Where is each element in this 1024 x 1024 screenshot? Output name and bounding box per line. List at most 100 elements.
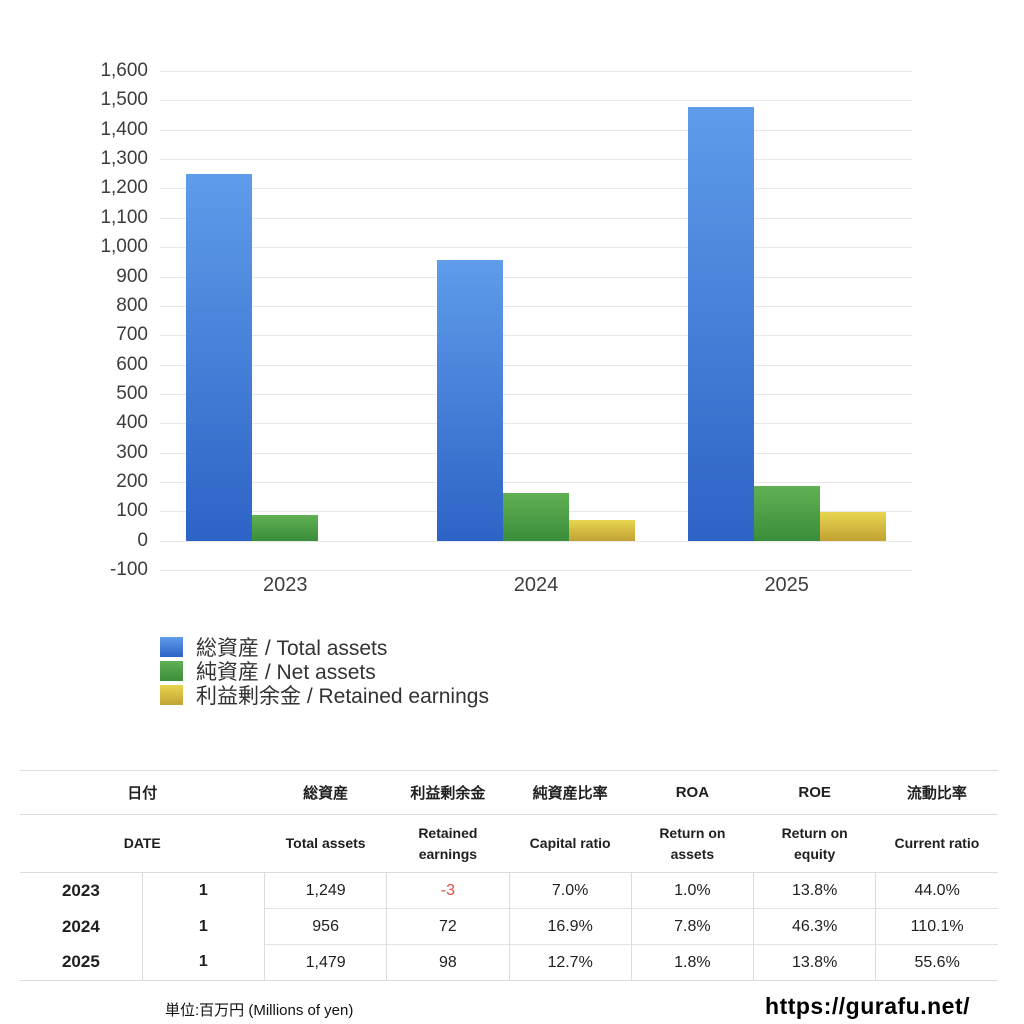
col-header-retained-earnings-ja: 利益剰余金 xyxy=(386,770,509,815)
gridline xyxy=(160,364,912,366)
y-axis-tick-label: 1,300 xyxy=(100,148,148,170)
cell-month: 1 xyxy=(141,908,265,945)
legend-label: 純資産 / Net assets xyxy=(196,661,376,684)
bar-series0-2024 xyxy=(437,260,503,541)
col-header-roe-en: Return on equity xyxy=(753,814,876,873)
col-header-total-assets-en: Total assets xyxy=(264,814,387,873)
cell-total-assets: 1,479 xyxy=(263,944,387,981)
bar-series2-2023 xyxy=(318,540,385,542)
col-header-date-ja: 日付 xyxy=(20,770,265,815)
cell-retained-earnings: -3 xyxy=(386,872,509,909)
table-header-row-en: DATE Total assets Retained earnings Capi… xyxy=(20,814,998,873)
gridline xyxy=(160,335,912,337)
col-header-roa-ja: ROA xyxy=(631,770,754,815)
gridline xyxy=(160,217,912,219)
y-axis-tick-label: 200 xyxy=(116,470,148,492)
col-header-current-ratio-ja: 流動比率 xyxy=(875,770,998,815)
col-header-total-assets-ja: 総資産 xyxy=(264,770,387,815)
cell-month: 1 xyxy=(141,872,265,909)
gridline xyxy=(160,423,912,425)
cell-capital-ratio: 12.7% xyxy=(508,944,632,981)
y-axis-tick-label: 400 xyxy=(116,412,148,434)
gridline xyxy=(160,247,912,249)
cell-month: 1 xyxy=(141,944,265,981)
col-header-roa-en: Return on assets xyxy=(631,814,754,873)
bar-series1-2025 xyxy=(753,485,820,541)
gridline xyxy=(160,100,912,102)
unit-note: 単位:百万円 (Millions of yen) xyxy=(165,1002,354,1019)
table-header-row-ja: 日付 総資産 利益剰余金 純資産比率 ROA ROE 流動比率 xyxy=(20,770,998,815)
y-axis-tick-label: 500 xyxy=(116,382,148,404)
table-row: 2023 1 1,249 -3 7.0% 1.0% 13.8% 44.0% xyxy=(20,872,998,909)
cell-roa: 7.8% xyxy=(630,908,754,945)
gridline xyxy=(160,570,912,571)
y-axis-tick-label: 1,000 xyxy=(100,236,148,258)
cell-retained-earnings: 98 xyxy=(386,944,509,981)
legend-item: 純資産 / Net assets xyxy=(160,659,489,684)
cell-total-assets: 956 xyxy=(263,908,387,945)
legend-item: 総資産 / Total assets xyxy=(160,635,489,660)
gridline xyxy=(160,188,912,190)
gridline xyxy=(160,481,912,483)
col-header-retained-earnings-en: Retained earnings xyxy=(386,814,509,873)
x-axis-tick-label: 2023 xyxy=(263,574,308,596)
bar-series0-2023 xyxy=(186,174,253,541)
y-axis-tick-label: 800 xyxy=(116,294,148,316)
table-header: 日付 総資産 利益剰余金 純資産比率 ROA ROE 流動比率 DATE Tot… xyxy=(20,770,998,873)
cell-roe: 13.8% xyxy=(752,872,876,909)
col-header-roe-ja: ROE xyxy=(753,770,876,815)
y-axis-tick-label: 1,100 xyxy=(100,206,148,228)
gridline xyxy=(160,71,912,72)
legend-label: 総資産 / Total assets xyxy=(196,637,388,660)
y-axis-tick-label: 1,200 xyxy=(100,177,148,199)
site-url: https://gurafu.net/ xyxy=(765,993,970,1019)
y-axis-tick-label: 0 xyxy=(137,529,148,551)
y-axis-tick-label: 100 xyxy=(116,500,148,522)
cell-retained-earnings: 72 xyxy=(386,908,509,945)
cell-year: 2024 xyxy=(61,916,100,936)
col-header-date-en: DATE xyxy=(20,814,265,873)
cell-current-ratio: 55.6% xyxy=(875,944,998,981)
table-body: 2023 1 1,249 -3 7.0% 1.0% 13.8% 44.0% 20… xyxy=(20,872,998,981)
table-row: 2024 1 956 72 16.9% 7.8% 46.3% 110.1% xyxy=(20,908,998,945)
legend-swatch-icon xyxy=(160,661,183,681)
cell-roe: 46.3% xyxy=(752,908,876,945)
y-axis-tick-label: 700 xyxy=(116,324,148,346)
y-axis-tick-label: 900 xyxy=(116,265,148,287)
col-header-current-ratio-en: Current ratio xyxy=(875,814,998,873)
table-row: 2025 1 1,479 98 12.7% 1.8% 13.8% 55.6% xyxy=(20,944,998,981)
cell-total-assets: 1,249 xyxy=(263,872,387,909)
bar-series1-2024 xyxy=(503,493,569,541)
x-axis-tick-label: 2024 xyxy=(513,574,559,596)
cell-roe: 13.8% xyxy=(752,944,876,981)
gridline xyxy=(160,452,912,454)
gridline xyxy=(160,540,912,542)
y-axis-tick-label: 1,400 xyxy=(100,118,148,140)
gridline xyxy=(160,305,912,307)
legend-swatch-icon xyxy=(160,637,183,657)
chart-legend: 総資産 / Total assets 純資産 / Net assets 利益剰余金 … xyxy=(160,635,489,708)
financial-table: 日付 総資産 利益剰余金 純資産比率 ROA ROE 流動比率 DATE Tot… xyxy=(20,770,998,981)
cell-year: 2025 xyxy=(20,944,143,981)
legend-label: 利益剰余金 / Retained earnings xyxy=(196,685,489,708)
gridline xyxy=(160,393,912,395)
col-header-capital-ratio-en: Capital ratio xyxy=(509,814,632,873)
col-header-capital-ratio-ja: 純資産比率 xyxy=(509,770,632,815)
cell-roa: 1.0% xyxy=(630,872,754,909)
bar-series2-2025 xyxy=(819,511,886,541)
gridline xyxy=(160,276,912,278)
bar-chart: 1,600 1,500 1,400 1,300 1,200 1,100 1,000 900 80… xyxy=(100,60,912,596)
y-axis-tick-label: 1,600 xyxy=(100,60,148,81)
cell-year: 2023 xyxy=(61,880,100,900)
x-axis-tick-label: 2025 xyxy=(764,574,809,596)
cell-current-ratio: 110.1% xyxy=(875,908,998,945)
y-axis-tick-label: 300 xyxy=(116,441,148,463)
cell-capital-ratio: 16.9% xyxy=(508,908,632,945)
cell-current-ratio: 44.0% xyxy=(875,872,998,909)
y-axis-tick-label: 1,500 xyxy=(100,89,148,111)
cell-roa: 1.8% xyxy=(630,944,754,981)
bar-series2-2024 xyxy=(569,519,635,541)
legend-item: 利益剰余金 / Retained earnings xyxy=(160,683,489,708)
y-axis-tick-label: -100 xyxy=(109,559,148,580)
